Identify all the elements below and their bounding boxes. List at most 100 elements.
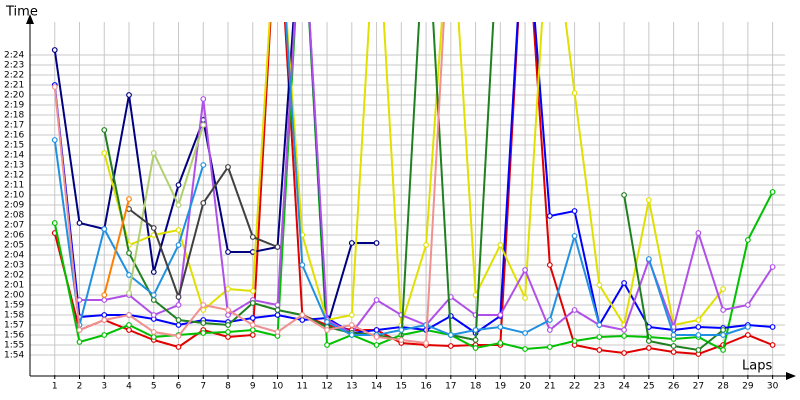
data-point xyxy=(126,272,132,278)
data-point xyxy=(175,202,182,208)
data-point xyxy=(101,297,108,303)
x-tick-label: 6 xyxy=(176,382,182,392)
data-point xyxy=(497,340,504,346)
data-point xyxy=(348,322,355,328)
x-tick-label: 23 xyxy=(594,382,605,392)
data-point xyxy=(150,225,157,231)
data-point xyxy=(546,213,553,219)
x-tick-label: 10 xyxy=(272,382,284,392)
data-point xyxy=(645,197,652,203)
y-tick-label: 2:10 xyxy=(4,191,24,201)
data-point xyxy=(447,343,454,349)
y-tick-label: 2:17 xyxy=(4,121,24,131)
data-point xyxy=(274,312,281,318)
y-tick-label: 1:59 xyxy=(4,301,24,311)
y-tick-label: 2:08 xyxy=(4,211,24,221)
data-point xyxy=(596,282,603,288)
data-point xyxy=(645,256,652,262)
data-point xyxy=(150,269,157,275)
data-point xyxy=(571,233,578,239)
x-tick-label: 28 xyxy=(717,382,729,392)
x-tick-label: 26 xyxy=(668,382,680,392)
data-point xyxy=(695,332,702,338)
data-point xyxy=(225,334,231,340)
data-point xyxy=(274,307,281,313)
data-point xyxy=(348,332,355,338)
data-point xyxy=(720,332,727,338)
data-point xyxy=(175,317,182,323)
data-point xyxy=(76,327,83,333)
y-tick-label: 2:15 xyxy=(4,141,24,151)
data-point xyxy=(225,164,231,170)
data-point xyxy=(126,327,132,333)
data-point xyxy=(76,297,83,303)
data-point xyxy=(51,137,58,143)
data-point xyxy=(175,242,182,248)
x-tick-label: 29 xyxy=(742,382,754,392)
y-tick-label: 2:21 xyxy=(4,81,24,91)
data-point xyxy=(200,330,207,336)
data-point xyxy=(373,240,380,246)
data-point xyxy=(373,342,380,348)
data-point xyxy=(695,230,702,236)
y-tick-label: 2:04 xyxy=(4,251,24,261)
data-point xyxy=(249,322,256,328)
data-point xyxy=(670,332,677,338)
data-point xyxy=(373,334,380,340)
y-tick-label: 2:05 xyxy=(4,241,24,251)
x-tick-label: 16 xyxy=(420,382,432,392)
data-point xyxy=(76,339,83,345)
y-tick-label: 2:07 xyxy=(4,221,24,231)
data-point xyxy=(126,92,132,98)
data-point xyxy=(249,332,256,338)
x-tick-label: 30 xyxy=(767,382,779,392)
data-point xyxy=(398,337,405,343)
data-point xyxy=(670,343,677,349)
data-point xyxy=(522,267,528,273)
y-tick-label: 2:23 xyxy=(4,61,24,71)
y-tick-label: 1:54 xyxy=(4,351,24,361)
series-line xyxy=(103,22,495,342)
y-tick-label: 2:00 xyxy=(4,291,24,301)
data-point xyxy=(522,330,528,336)
y-tick-label: 2:14 xyxy=(4,151,24,161)
series-line xyxy=(103,198,130,296)
data-point xyxy=(175,302,182,308)
y-tick-label: 2:19 xyxy=(4,101,24,111)
data-point xyxy=(423,242,429,248)
y-tick-label: 2:20 xyxy=(4,91,24,101)
data-point xyxy=(423,340,429,346)
data-point xyxy=(398,327,405,333)
data-point xyxy=(621,333,627,339)
data-point xyxy=(200,122,207,128)
data-point xyxy=(126,250,132,256)
data-point xyxy=(720,347,727,353)
x-tick-label: 17 xyxy=(445,382,456,392)
x-tick-label: 1 xyxy=(52,382,58,392)
data-point xyxy=(769,189,776,195)
data-point xyxy=(150,312,157,318)
data-point xyxy=(373,327,380,333)
data-point xyxy=(299,317,306,323)
data-point xyxy=(101,226,108,232)
data-point xyxy=(225,249,231,255)
data-point xyxy=(621,192,627,198)
y-tick-label: 2:13 xyxy=(4,161,24,171)
data-point xyxy=(175,227,182,233)
data-point xyxy=(497,324,504,330)
data-point xyxy=(225,329,231,335)
data-point xyxy=(299,262,306,268)
data-point xyxy=(101,332,108,338)
data-point xyxy=(225,322,231,328)
x-tick-label: 11 xyxy=(297,382,308,392)
data-point xyxy=(225,286,231,292)
data-point xyxy=(373,297,380,303)
data-point xyxy=(200,320,207,326)
data-point xyxy=(720,327,727,333)
data-point xyxy=(150,292,157,298)
data-point xyxy=(720,286,727,292)
y-axis-arrow xyxy=(26,14,34,24)
data-point xyxy=(720,307,727,313)
y-tick-label: 1:58 xyxy=(4,311,24,321)
data-point xyxy=(546,262,553,268)
